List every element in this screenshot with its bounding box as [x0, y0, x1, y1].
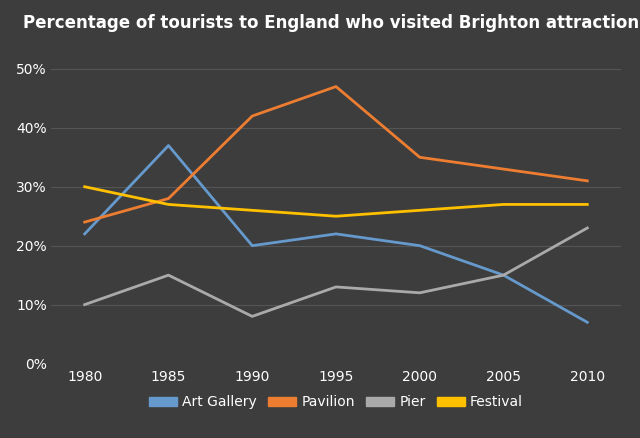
Title: Percentage of tourists to England who visited Brighton attractions: Percentage of tourists to England who vi…	[23, 14, 640, 32]
Pavilion	[81, 219, 88, 225]
Art Gallery	[248, 243, 256, 248]
Pavilion	[500, 166, 508, 172]
Pier	[332, 284, 340, 290]
Art Gallery	[500, 272, 508, 278]
Pier	[500, 272, 508, 278]
Art Gallery	[416, 243, 424, 248]
Legend: Art Gallery, Pavilion, Pier, Festival: Art Gallery, Pavilion, Pier, Festival	[143, 390, 529, 415]
Line: Pier: Pier	[84, 228, 588, 316]
Festival	[164, 202, 172, 207]
Festival	[416, 208, 424, 213]
Line: Festival: Festival	[84, 187, 588, 216]
Pier	[584, 226, 591, 231]
Art Gallery	[584, 320, 591, 325]
Pavilion	[248, 113, 256, 119]
Festival	[500, 202, 508, 207]
Pavilion	[584, 178, 591, 184]
Pier	[416, 290, 424, 296]
Art Gallery	[164, 143, 172, 148]
Line: Pavilion: Pavilion	[84, 87, 588, 222]
Festival	[584, 202, 591, 207]
Festival	[332, 214, 340, 219]
Art Gallery	[81, 231, 88, 237]
Pier	[248, 314, 256, 319]
Pier	[164, 272, 172, 278]
Pier	[81, 302, 88, 307]
Line: Art Gallery: Art Gallery	[84, 145, 588, 322]
Pavilion	[416, 155, 424, 160]
Pavilion	[164, 196, 172, 201]
Festival	[248, 208, 256, 213]
Pavilion	[332, 84, 340, 89]
Art Gallery	[332, 231, 340, 237]
Festival	[81, 184, 88, 189]
